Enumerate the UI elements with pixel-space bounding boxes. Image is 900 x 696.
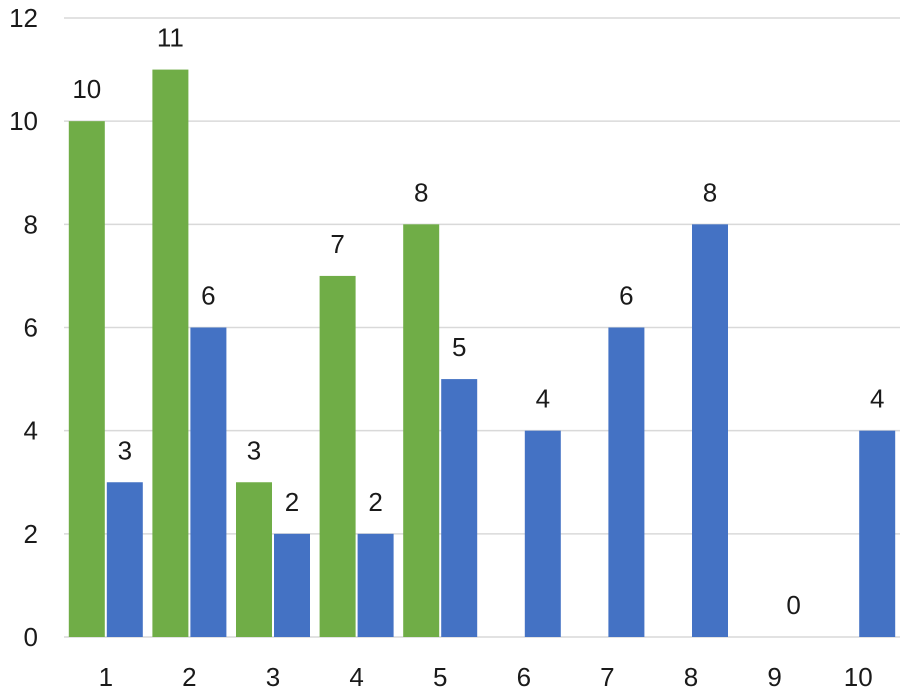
x-tick-label-5: 5 bbox=[433, 662, 447, 692]
bars bbox=[68, 69, 896, 638]
x-tick-label-2: 2 bbox=[182, 662, 196, 692]
y-tick-label-6: 6 bbox=[24, 313, 38, 343]
y-tick-label-10: 10 bbox=[9, 106, 38, 136]
y-tick-label-12: 12 bbox=[9, 3, 38, 33]
bar-series2-5 bbox=[441, 379, 478, 637]
x-tick-label-4: 4 bbox=[349, 662, 363, 692]
bar-series2-7 bbox=[608, 327, 645, 637]
bar-series2-6 bbox=[524, 430, 561, 637]
y-axis-tick-labels: 0 2 4 6 8 10 12 bbox=[9, 3, 38, 652]
x-axis-tick-labels: 1 2 3 4 5 6 7 8 9 10 bbox=[99, 662, 873, 692]
data-label-series2-4: 2 bbox=[368, 487, 382, 517]
bar-series2-2 bbox=[190, 327, 227, 637]
bar-series2-4 bbox=[357, 533, 394, 637]
bar-series1-4 bbox=[319, 275, 356, 637]
data-labels: 10 11 3 7 8 3 6 2 2 5 4 6 8 0 4 bbox=[72, 23, 884, 620]
data-label-series2-3: 2 bbox=[285, 487, 299, 517]
data-label-series2-7: 6 bbox=[619, 281, 633, 311]
y-tick-label-8: 8 bbox=[24, 209, 38, 239]
x-tick-label-3: 3 bbox=[266, 662, 280, 692]
data-label-series1-4: 7 bbox=[330, 229, 344, 259]
y-tick-label-0: 0 bbox=[24, 622, 38, 652]
x-tick-label-10: 10 bbox=[844, 662, 873, 692]
data-label-series2-2: 6 bbox=[201, 281, 215, 311]
x-tick-label-9: 9 bbox=[767, 662, 781, 692]
data-label-series1-3: 3 bbox=[247, 435, 261, 465]
data-label-series2-6: 4 bbox=[536, 384, 550, 414]
bar-series2-10 bbox=[859, 430, 896, 637]
gridlines bbox=[64, 17, 900, 638]
bar-series1-2 bbox=[152, 69, 189, 638]
y-tick-label-2: 2 bbox=[24, 519, 38, 549]
bar-series2-1 bbox=[106, 482, 143, 637]
data-label-series1-5: 8 bbox=[414, 177, 428, 207]
x-tick-label-1: 1 bbox=[99, 662, 113, 692]
data-label-series2-5: 5 bbox=[452, 332, 466, 362]
bar-series1-3 bbox=[236, 482, 272, 637]
bar-series1-1 bbox=[68, 121, 105, 637]
x-tick-label-8: 8 bbox=[684, 662, 698, 692]
x-tick-label-6: 6 bbox=[517, 662, 531, 692]
bar-series2-3 bbox=[274, 533, 310, 637]
y-tick-label-4: 4 bbox=[24, 416, 38, 446]
data-label-series1-1: 10 bbox=[72, 74, 101, 104]
data-label-series2-8: 8 bbox=[703, 177, 717, 207]
data-label-series2-9: 0 bbox=[786, 590, 800, 620]
bar-series1-5 bbox=[403, 224, 440, 638]
data-label-series2-1: 3 bbox=[118, 435, 132, 465]
data-label-series2-10: 4 bbox=[870, 384, 884, 414]
x-tick-label-7: 7 bbox=[600, 662, 614, 692]
data-label-series1-2: 11 bbox=[157, 23, 184, 53]
bar-series2-8 bbox=[692, 224, 728, 638]
